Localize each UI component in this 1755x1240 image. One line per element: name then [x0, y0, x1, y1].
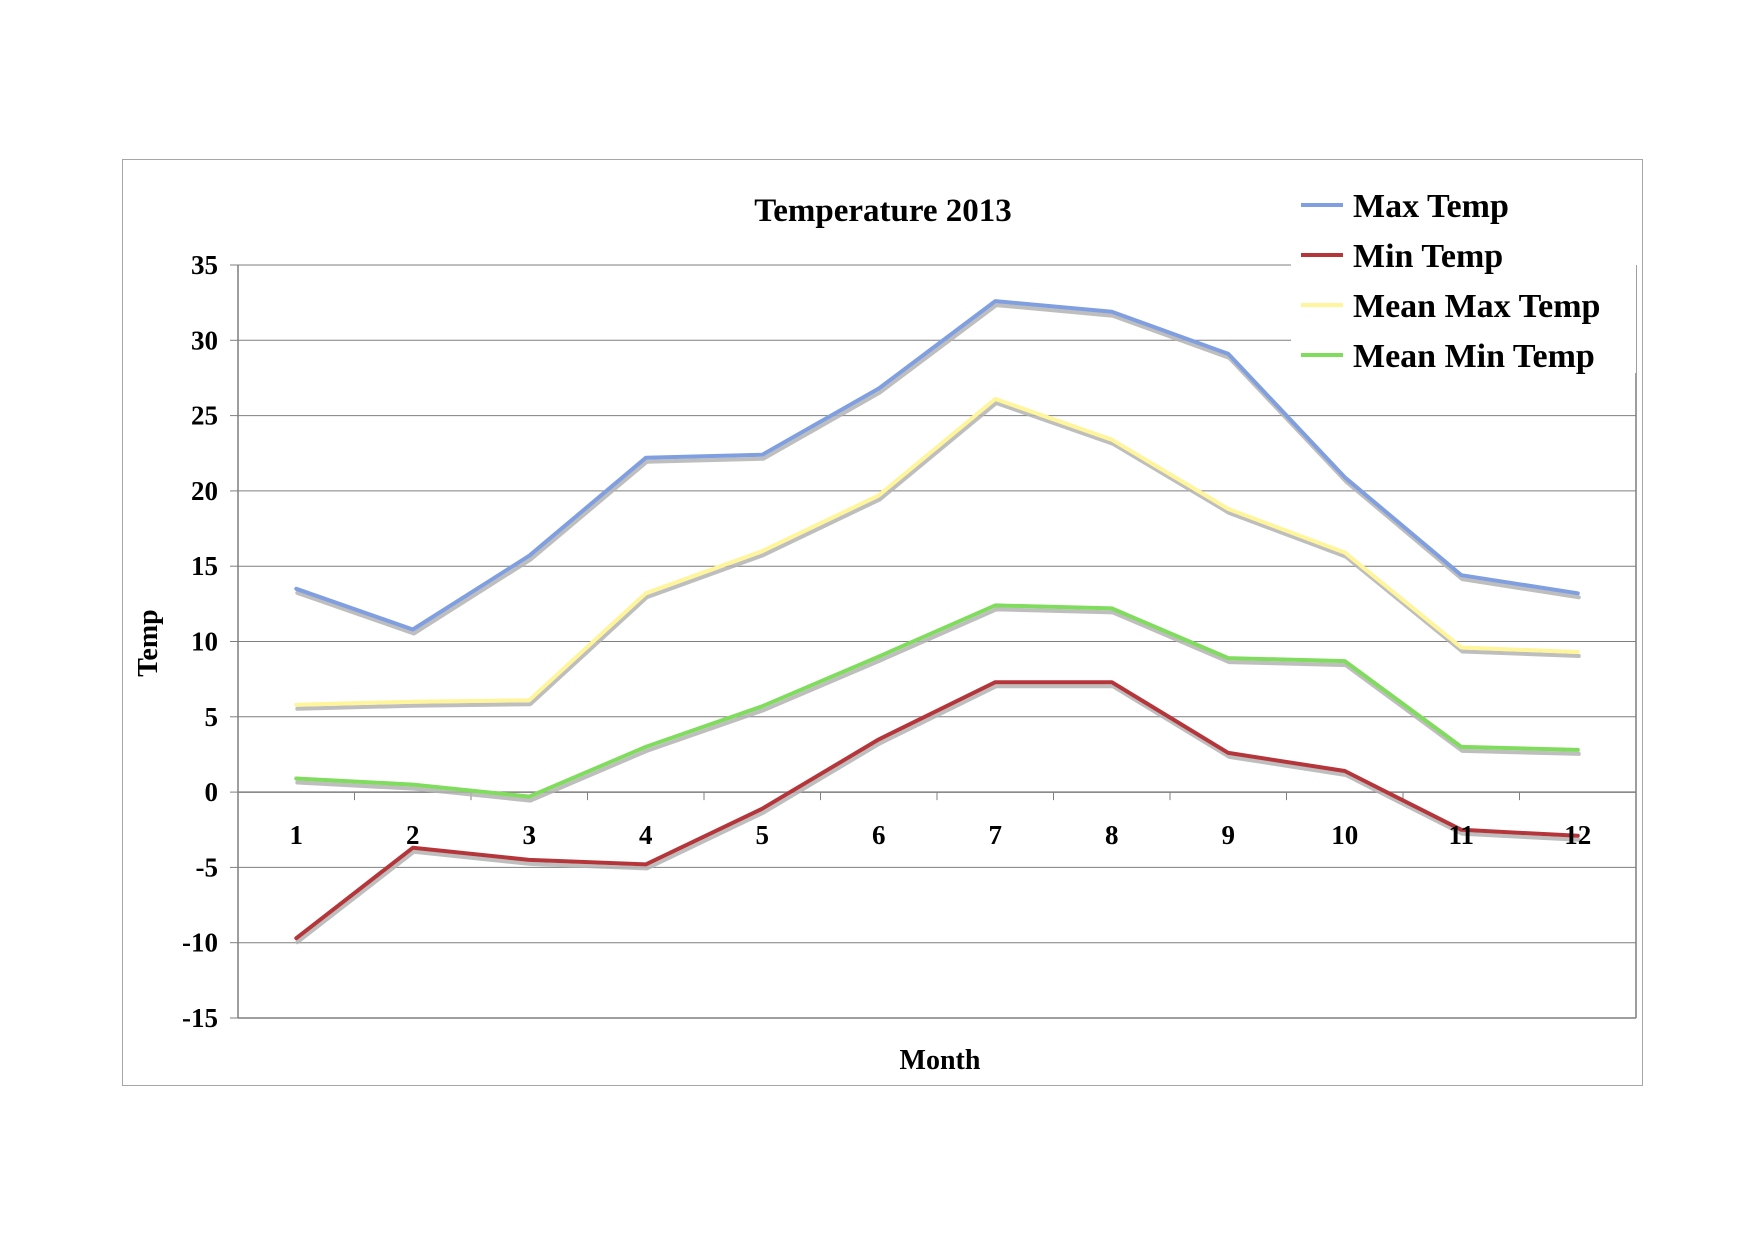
legend-label: Mean Max Temp [1353, 288, 1600, 325]
y-tick-label: 0 [205, 777, 219, 807]
legend-label: Min Temp [1353, 238, 1503, 275]
y-tick-label: 15 [191, 551, 218, 581]
x-tick-label: 10 [1331, 820, 1358, 850]
y-tick-label: -5 [196, 852, 219, 882]
legend-label: Mean Min Temp [1353, 338, 1595, 375]
y-tick-label: -15 [182, 1003, 218, 1033]
gridlines [238, 264, 1636, 944]
series-shadow [295, 303, 1581, 636]
y-tick-label: -10 [182, 928, 218, 958]
x-tick-label: 11 [1448, 820, 1474, 850]
series-line-mean-min-temp [294, 603, 1580, 799]
x-tick-label: 6 [872, 820, 886, 850]
series-shadow [295, 401, 1581, 711]
y-axis-title: Temp [133, 609, 164, 676]
y-tick-label: 30 [191, 325, 218, 355]
series-lines [294, 299, 1581, 945]
x-tick-label: 8 [1105, 820, 1119, 850]
y-tick-label: 20 [191, 476, 218, 506]
x-tick-label: 2 [406, 820, 420, 850]
legend-label: Max Temp [1353, 188, 1509, 225]
y-tick-label: 25 [191, 401, 218, 431]
series-line-mean-max-temp [294, 397, 1580, 707]
x-tick-label: 7 [989, 820, 1003, 850]
chart-title: Temperature 2013 [754, 193, 1012, 229]
x-tick-label: 9 [1222, 820, 1236, 850]
x-tick-labels: 1 2 3 4 5 6 7 8 9 10 11 12 [290, 820, 1592, 850]
y-tick-label: 10 [191, 627, 218, 657]
y-tick-label: 35 [191, 250, 218, 280]
x-tick-label: 4 [639, 820, 653, 850]
series-shadow [295, 607, 1581, 803]
x-axis-title: Month [900, 1045, 981, 1076]
legend-background [1291, 161, 1636, 373]
y-tick-labels: 35 30 25 20 15 10 5 0 -5 -10 -15 [182, 250, 218, 1033]
series-line-max-temp [294, 299, 1580, 632]
x-tick-label: 12 [1564, 820, 1591, 850]
series-shadow [295, 684, 1581, 945]
x-tick-label: 1 [290, 820, 304, 850]
x-tick-label: 3 [523, 820, 537, 850]
legend: Max Temp Min Temp Mean Max Temp Mean Min Te… [1291, 161, 1636, 375]
chart-frame: 35 30 25 20 15 10 5 0 -5 -10 -15 1 2 3 4 5 6 7 8 9 10 11 12 T… [122, 159, 1643, 1086]
x-tick-label: 5 [756, 820, 770, 850]
y-tick-label: 5 [205, 702, 219, 732]
series-line-min-temp [294, 680, 1580, 941]
